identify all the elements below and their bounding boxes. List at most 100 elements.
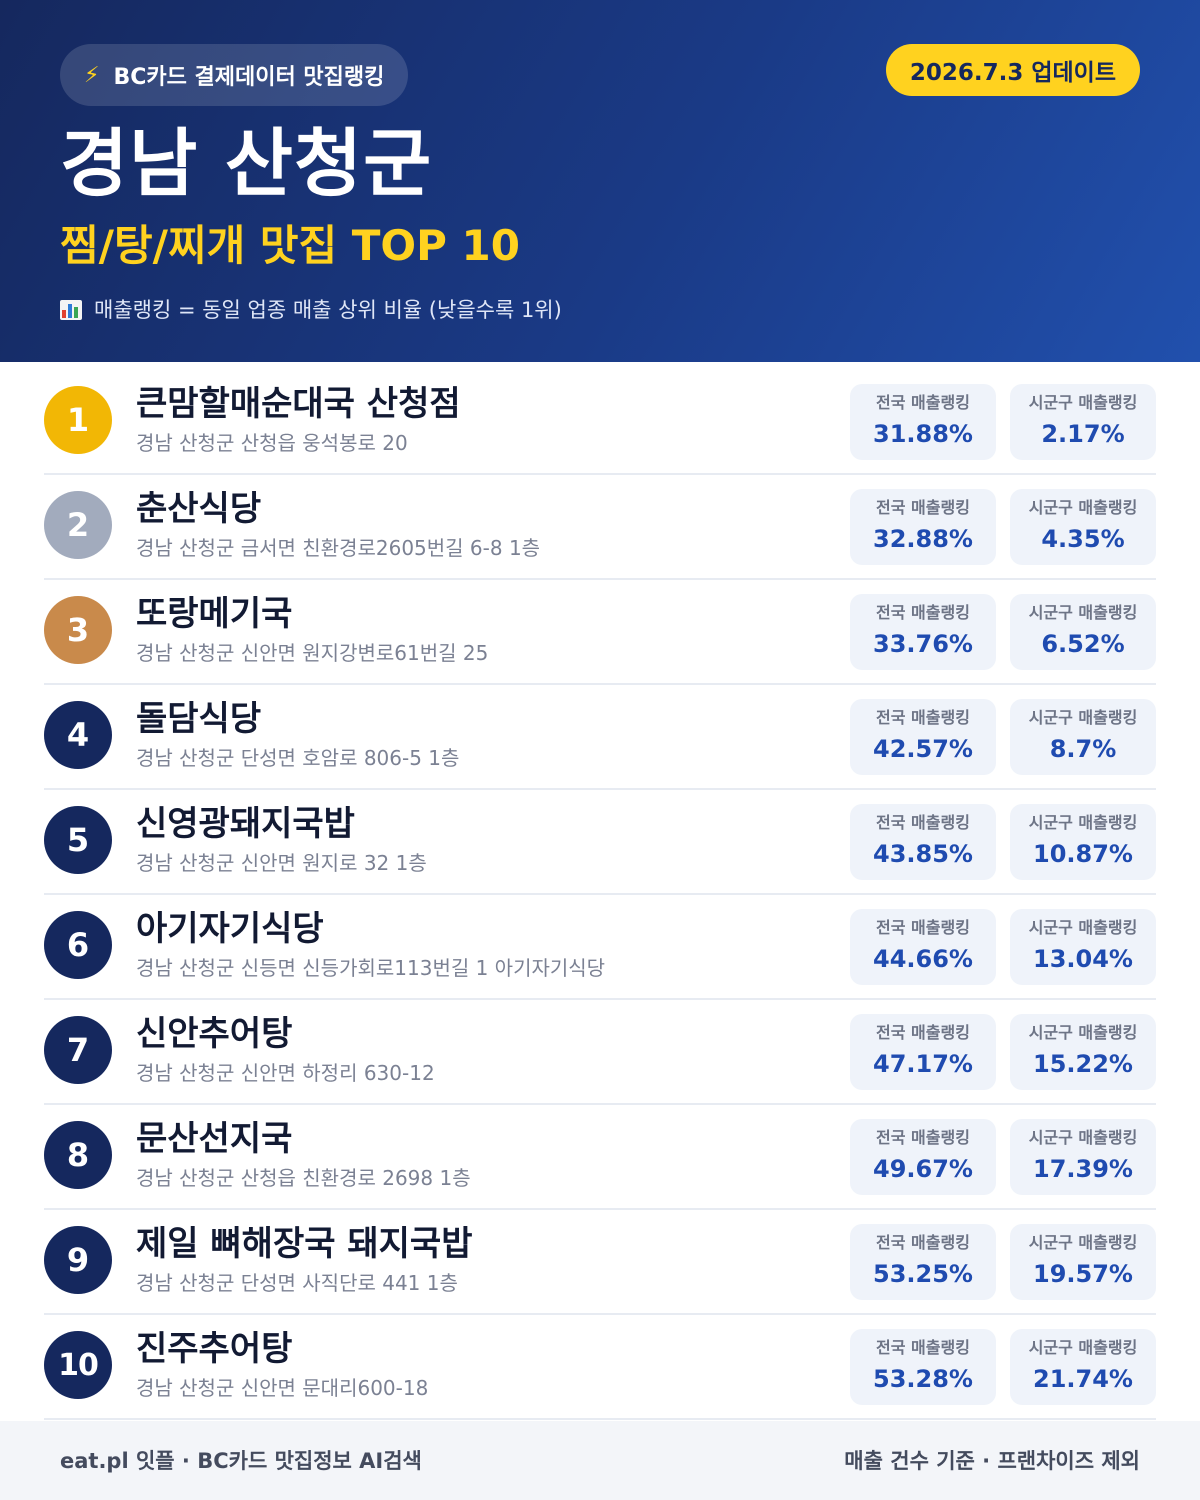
local-ranking-value: 17.39% — [1033, 1155, 1133, 1183]
legend-text: 매출랭킹 = 동일 업종 매출 상위 비율 (낮을수록 1위) — [94, 298, 562, 322]
update-label: 2026.7.3 업데이트 — [909, 60, 1116, 86]
national-ranking-label: 전국 매출랭킹 — [876, 498, 970, 517]
restaurant-name: 진주추어탕 — [136, 1329, 293, 1369]
national-ranking-value: 42.57% — [873, 735, 973, 763]
national-ranking-value: 33.76% — [873, 630, 973, 658]
local-ranking: 시군구 매출랭킹 2.17% — [1010, 384, 1156, 460]
national-ranking-label: 전국 매출랭킹 — [876, 603, 970, 622]
national-ranking-label: 전국 매출랭킹 — [876, 1338, 970, 1357]
national-ranking: 전국 매출랭킹 49.67% — [850, 1119, 996, 1195]
national-ranking-value: 49.67% — [873, 1155, 973, 1183]
restaurant-name: 큰맘할매순대국 산청점 — [136, 384, 461, 424]
local-ranking-label: 시군구 매출랭킹 — [1028, 498, 1138, 517]
local-ranking: 시군구 매출랭킹 13.04% — [1010, 909, 1156, 985]
national-ranking-value: 47.17% — [873, 1050, 973, 1078]
region-title: 경남 산청군 — [60, 121, 433, 207]
local-ranking-value: 6.52% — [1041, 630, 1125, 658]
list-item[interactable]: 3 또랑메기국 경남 산청군 신안면 원지강변로61번길 25 전국 매출랭킹 … — [44, 580, 1156, 685]
restaurant-address: 경남 산청군 신등면 신등가회로113번길 1 아기자기식당 — [136, 956, 606, 980]
local-ranking: 시군구 매출랭킹 19.57% — [1010, 1224, 1156, 1300]
local-ranking-value: 4.35% — [1041, 525, 1125, 553]
restaurant-name: 아기자기식당 — [136, 909, 324, 949]
restaurant-name: 문산선지국 — [136, 1119, 293, 1159]
rank-badge: 3 — [44, 596, 112, 664]
national-ranking-value: 31.88% — [873, 420, 973, 448]
rank-badge: 6 — [44, 911, 112, 979]
national-ranking-label: 전국 매출랭킹 — [876, 393, 970, 412]
list-item[interactable]: 7 신안추어탕 경남 산청군 신안면 하정리 630-12 전국 매출랭킹 47… — [44, 1000, 1156, 1105]
footer-source: eat.pl 잇플 · BC카드 맛집정보 AI검색 — [60, 1449, 422, 1473]
restaurant-name: 제일 뼈해장국 돼지국밥 — [136, 1224, 473, 1264]
national-ranking-value: 53.25% — [873, 1260, 973, 1288]
local-ranking-value: 10.87% — [1033, 840, 1133, 868]
list-item[interactable]: 5 신영광돼지국밥 경남 산청군 신안면 원지로 32 1층 전국 매출랭킹 4… — [44, 790, 1156, 895]
national-ranking: 전국 매출랭킹 53.25% — [850, 1224, 996, 1300]
national-ranking: 전국 매출랭킹 31.88% — [850, 384, 996, 460]
rank-badge: 9 — [44, 1226, 112, 1294]
local-ranking: 시군구 매출랭킹 6.52% — [1010, 594, 1156, 670]
rank-badge: 2 — [44, 491, 112, 559]
update-badge: 2026.7.3 업데이트 — [885, 44, 1140, 96]
local-ranking: 시군구 매출랭킹 8.7% — [1010, 699, 1156, 775]
restaurant-address: 경남 산청군 산청읍 웅석봉로 20 — [136, 431, 408, 455]
national-ranking: 전국 매출랭킹 44.66% — [850, 909, 996, 985]
national-ranking: 전국 매출랭킹 47.17% — [850, 1014, 996, 1090]
restaurant-name: 신영광돼지국밥 — [136, 804, 355, 844]
national-ranking-label: 전국 매출랭킹 — [876, 918, 970, 937]
local-ranking: 시군구 매출랭킹 4.35% — [1010, 489, 1156, 565]
category-title: 찜/탕/찌개 맛집 TOP 10 — [60, 221, 520, 270]
list-item[interactable]: 4 돌담식당 경남 산청군 단성면 호암로 806-5 1층 전국 매출랭킹 4… — [44, 685, 1156, 790]
local-ranking: 시군구 매출랭킹 15.22% — [1010, 1014, 1156, 1090]
national-ranking-label: 전국 매출랭킹 — [876, 813, 970, 832]
local-ranking-value: 19.57% — [1033, 1260, 1133, 1288]
restaurant-address: 경남 산청군 신안면 하정리 630-12 — [136, 1061, 435, 1085]
local-ranking-label: 시군구 매출랭킹 — [1028, 1338, 1138, 1357]
national-ranking-label: 전국 매출랭킹 — [876, 708, 970, 727]
restaurant-address: 경남 산청군 신안면 원지강변로61번길 25 — [136, 641, 489, 665]
local-ranking-label: 시군구 매출랭킹 — [1028, 918, 1138, 937]
national-ranking-label: 전국 매출랭킹 — [876, 1128, 970, 1147]
source-label: BC카드 결제데이터 맛집랭킹 — [113, 65, 385, 90]
local-ranking-label: 시군구 매출랭킹 — [1028, 1023, 1138, 1042]
national-ranking-value: 53.28% — [873, 1365, 973, 1393]
local-ranking: 시군구 매출랭킹 17.39% — [1010, 1119, 1156, 1195]
national-ranking-value: 44.66% — [873, 945, 973, 973]
national-ranking: 전국 매출랭킹 32.88% — [850, 489, 996, 565]
restaurant-address: 경남 산청군 신안면 원지로 32 1층 — [136, 851, 427, 875]
national-ranking-label: 전국 매출랭킹 — [876, 1233, 970, 1252]
local-ranking-label: 시군구 매출랭킹 — [1028, 813, 1138, 832]
local-ranking-label: 시군구 매출랭킹 — [1028, 1233, 1138, 1252]
restaurant-address: 경남 산청군 단성면 호암로 806-5 1층 — [136, 746, 460, 770]
rank-badge: 10 — [44, 1331, 112, 1399]
lightning-icon: ⚡ — [84, 62, 100, 88]
national-ranking: 전국 매출랭킹 42.57% — [850, 699, 996, 775]
rank-badge: 1 — [44, 386, 112, 454]
restaurant-name: 또랑메기국 — [136, 594, 293, 634]
bar-chart-icon — [60, 300, 82, 320]
footer-note: 매출 건수 기준 · 프랜차이즈 제외 — [844, 1449, 1140, 1473]
restaurant-address: 경남 산청군 단성면 사직단로 441 1층 — [136, 1271, 458, 1295]
rank-badge: 4 — [44, 701, 112, 769]
list-item[interactable]: 9 제일 뼈해장국 돼지국밥 경남 산청군 단성면 사직단로 441 1층 전국… — [44, 1210, 1156, 1315]
local-ranking-value: 8.7% — [1049, 735, 1117, 763]
rank-badge: 7 — [44, 1016, 112, 1084]
national-ranking: 전국 매출랭킹 33.76% — [850, 594, 996, 670]
footer: eat.pl 잇플 · BC카드 맛집정보 AI검색 매출 건수 기준 · 프랜… — [0, 1421, 1200, 1500]
list-item[interactable]: 6 아기자기식당 경남 산청군 신등면 신등가회로113번길 1 아기자기식당 … — [44, 895, 1156, 1000]
restaurant-name: 춘산식당 — [136, 489, 262, 529]
local-ranking-label: 시군구 매출랭킹 — [1028, 1128, 1138, 1147]
list-item[interactable]: 8 문산선지국 경남 산청군 산청읍 친환경로 2698 1층 전국 매출랭킹 … — [44, 1105, 1156, 1210]
local-ranking: 시군구 매출랭킹 10.87% — [1010, 804, 1156, 880]
ranking-list: 1 큰맘할매순대국 산청점 경남 산청군 산청읍 웅석봉로 20 전국 매출랭킹… — [44, 370, 1156, 1420]
local-ranking-value: 13.04% — [1033, 945, 1133, 973]
local-ranking-label: 시군구 매출랭킹 — [1028, 708, 1138, 727]
national-ranking: 전국 매출랭킹 43.85% — [850, 804, 996, 880]
source-badge: ⚡ BC카드 결제데이터 맛집랭킹 — [60, 44, 409, 106]
list-item[interactable]: 10 진주추어탕 경남 산청군 신안면 문대리600-18 전국 매출랭킹 53… — [44, 1315, 1156, 1420]
restaurant-address: 경남 산청군 신안면 문대리600-18 — [136, 1376, 429, 1400]
restaurant-name: 돌담식당 — [136, 699, 262, 739]
local-ranking-label: 시군구 매출랭킹 — [1028, 603, 1138, 622]
list-item[interactable]: 2 춘산식당 경남 산청군 금서면 친환경로2605번길 6-8 1층 전국 매… — [44, 475, 1156, 580]
list-item[interactable]: 1 큰맘할매순대국 산청점 경남 산청군 산청읍 웅석봉로 20 전국 매출랭킹… — [44, 370, 1156, 475]
national-ranking-label: 전국 매출랭킹 — [876, 1023, 970, 1042]
